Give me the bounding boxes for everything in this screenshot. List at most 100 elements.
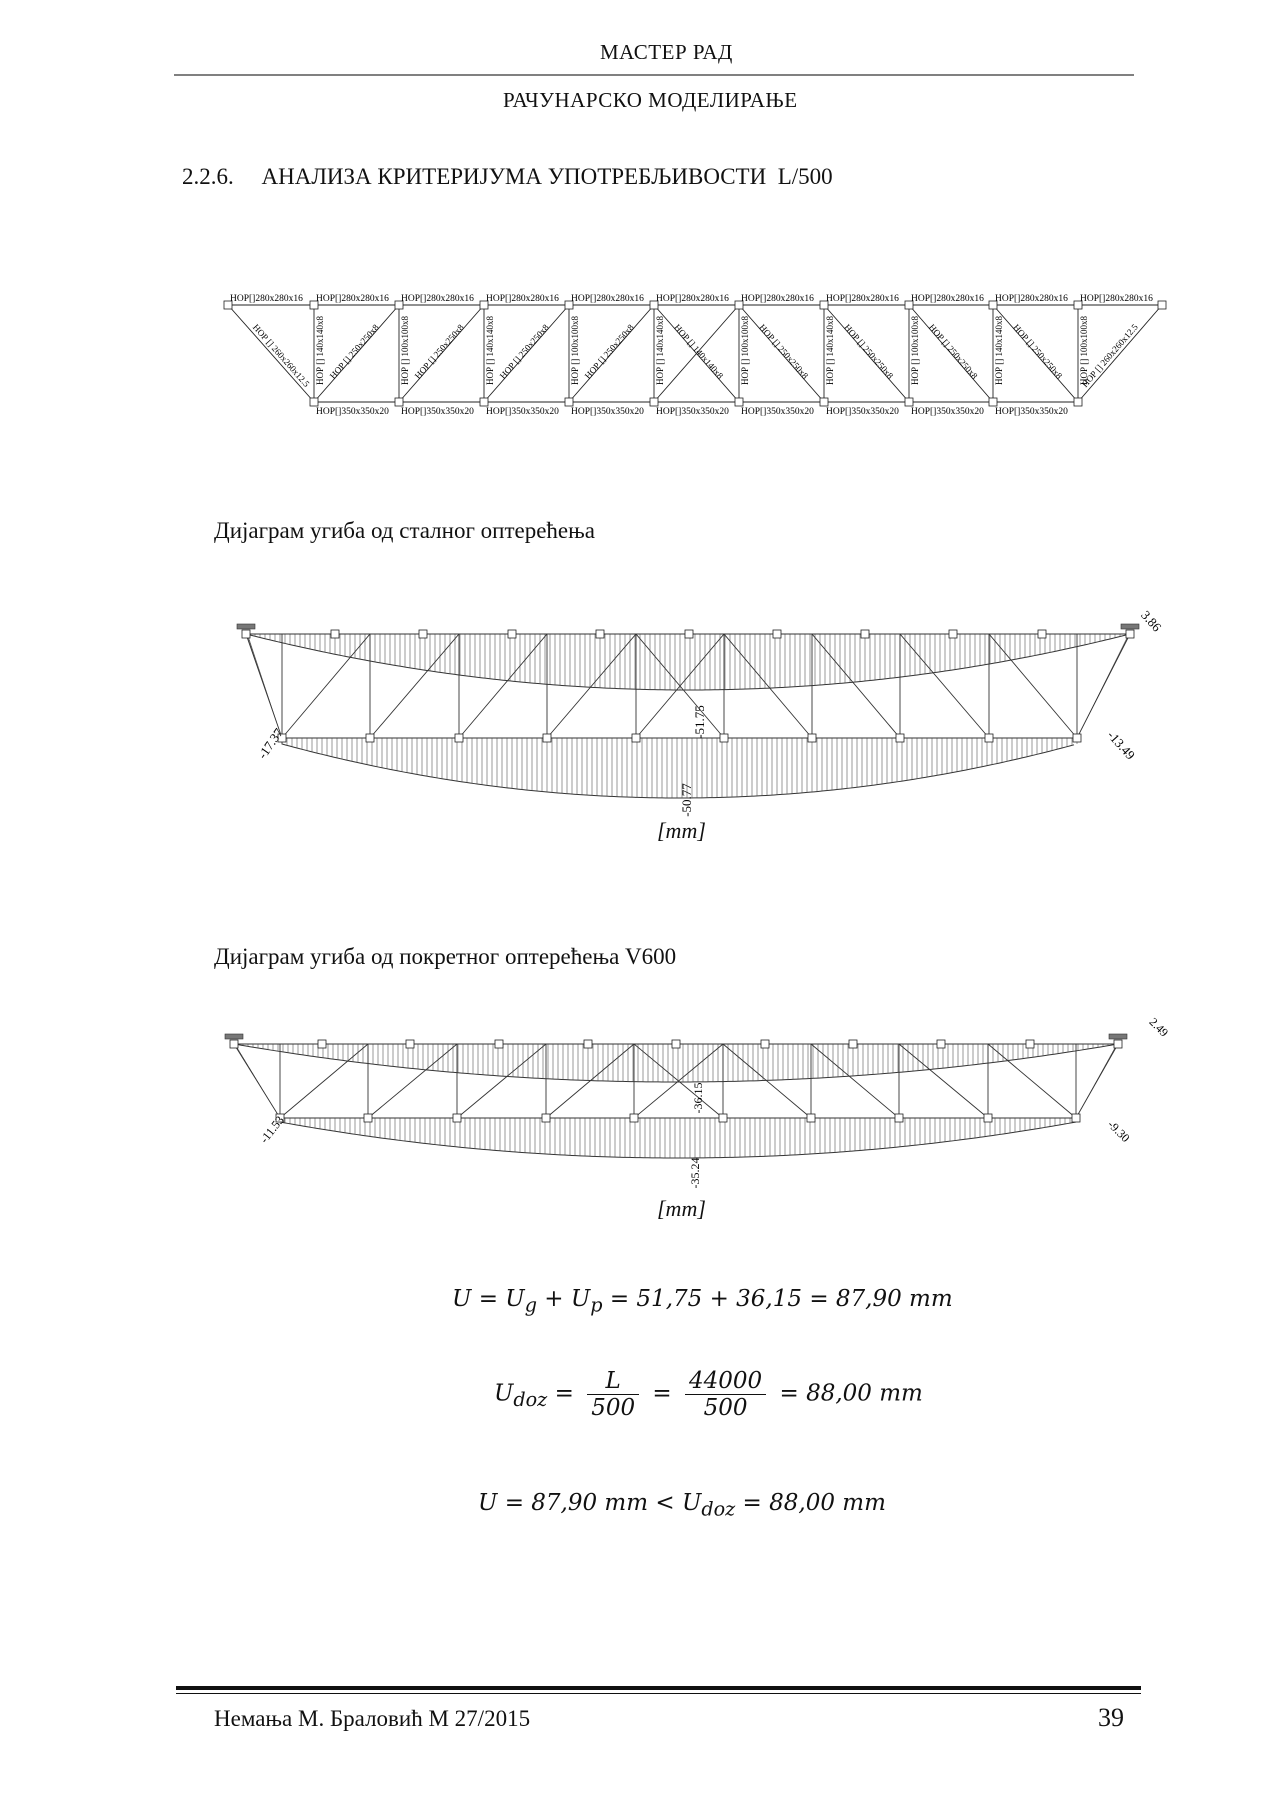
diagonal [899,633,990,739]
diagonal [811,633,901,739]
truss-members [227,304,1163,403]
diagonal [988,633,1078,739]
bottom-chord-labels: НОР[]350x350x20 НОР[]350x350x20 НОР[]350x3… [316,407,1068,417]
truss-node [1113,1039,1123,1049]
deflection-hatching [233,1043,1119,1159]
equation-allowable-deflection: Udoz = L 500 = 44000 500 = 88,00 mm [494,1368,923,1421]
truss-node [988,397,998,407]
label-right: -9.30 [1105,1117,1133,1145]
vertical-label: НОР [] 140x140x8 [655,316,665,385]
diagonal [281,633,371,739]
label-bottom-mid: -35.24 [688,1158,702,1189]
diagonal [987,1043,1077,1119]
diagonal [568,304,655,403]
top-chord-label: НОР[]280x280x16 [486,294,559,304]
truss-node [807,733,817,743]
support [224,1033,244,1040]
bottom-chord-label: НОР[]350x350x20 [486,407,559,417]
truss-node [772,629,782,639]
diagonal [483,304,570,403]
diagram2-unit: [mm] [657,1196,706,1221]
top-chord-label: НОР[]280x280x16 [741,294,814,304]
truss-node [1071,1113,1081,1123]
diagonal [545,1043,635,1119]
truss-node [984,733,994,743]
diagram2-caption: Дијаграм угиба од покретног оптерећења V… [214,944,677,969]
footer-rule-thin [176,1693,1141,1694]
top-chord-label: НОР[]280x280x16 [656,294,729,304]
truss-node [904,300,914,310]
diagonal-label: НОР [] 250x250x8 [413,322,466,381]
truss-node [860,629,870,639]
truss-node [418,629,428,639]
diagonal [367,1043,458,1119]
diagonal [546,633,637,739]
truss-node [904,397,914,407]
truss-node [629,1113,639,1123]
truss-node [718,1113,728,1123]
section-heading: 2.2.6. АНАЛИЗА КРИТЕРИЈУМА УПОТРЕБЉИВОСТ… [182,164,833,190]
vertical-label: НОР [] 100x100x8 [400,316,410,385]
truss-geometry-figure: НОР[]280x280x16 НОР[]280x280x16 НОР[]280x2… [223,294,1167,417]
diagonal [810,1043,900,1119]
label-top-mid: -51.75 [692,705,707,739]
truss-node [1157,300,1167,310]
section-title: АНАЛИЗА КРИТЕРИЈУМА УПОТРЕБЉИВОСТИ L/500 [261,164,833,189]
truss-node [494,1039,504,1049]
diagonal [738,304,825,403]
bottom-chord-label: НОР[]350x350x20 [741,407,814,417]
truss-node [583,1039,593,1049]
footer-author: Немања М. Браловић М 27/2015 [214,1706,531,1731]
truss-node [1073,300,1083,310]
bottom-chord-label: НОР[]350x350x20 [911,407,984,417]
top-chord-label: НОР[]280x280x16 [571,294,644,304]
vertical-label: НОР [] 140x140x8 [825,316,835,385]
diagonal-label: НОР [] 250x250x8 [927,322,980,381]
label-top-right: 3.86 [1138,608,1165,635]
bottom-chord-label: НОР[]350x350x20 [401,407,474,417]
truss-node [277,733,287,743]
top-chord-labels: НОР[]280x280x16 НОР[]280x280x16 НОР[]280x2… [230,294,1153,304]
diagram1-caption: Дијаграм угиба од сталног оптерећења [214,518,595,543]
truss-node [479,300,489,310]
truss-node [365,733,375,743]
top-chord-label: НОР[]280x280x16 [911,294,984,304]
truss-node [819,397,829,407]
truss-node [819,300,829,310]
truss-node [309,300,319,310]
truss-node [1073,397,1083,407]
truss-node [649,300,659,310]
truss-node [317,1039,327,1049]
truss-node [229,1039,239,1049]
truss-node [760,1039,770,1049]
diagonal [722,1043,812,1119]
diagonal [458,633,548,739]
diagonal-label: НОР [] 250x250x8 [328,322,381,381]
bottom-deflection-curve [279,1118,1077,1159]
truss-node [894,1113,904,1123]
truss-nodes [229,1039,1123,1123]
truss-node [649,397,659,407]
diagram1-unit: [mm] [657,818,706,843]
diagonal-label: НОР [] 250x250x8 [757,322,810,381]
truss-node [734,300,744,310]
deflection-diagram-moving-load: -36.15 -35.24 -11.53 -9.30 2.49 [224,1015,1171,1189]
vertical-label: НОР [] 100x100x8 [570,316,580,385]
bottom-chord-label: НОР[]350x350x20 [656,407,729,417]
truss-node [454,733,464,743]
top-chord-label: НОР[]280x280x16 [1080,294,1153,304]
diagonal [992,304,1079,403]
truss-node [479,397,489,407]
label-bottom-mid: -50.77 [679,783,694,817]
footer-rule-thick [176,1686,1141,1690]
truss-node [564,300,574,310]
top-deflection-curve [245,633,1131,691]
diagonal-label: НОР [] 250x250x8 [842,322,895,381]
truss-nodes [241,629,1135,743]
truss-node [1072,733,1082,743]
truss-nodes [223,300,1167,407]
top-chord-label: НОР[]280x280x16 [230,294,303,304]
truss-node [988,300,998,310]
diagonal-label: НОР [] 250x250x8 [1011,322,1064,381]
end-diagonal-label: НОР [] 260x260x12.5 [251,322,312,389]
